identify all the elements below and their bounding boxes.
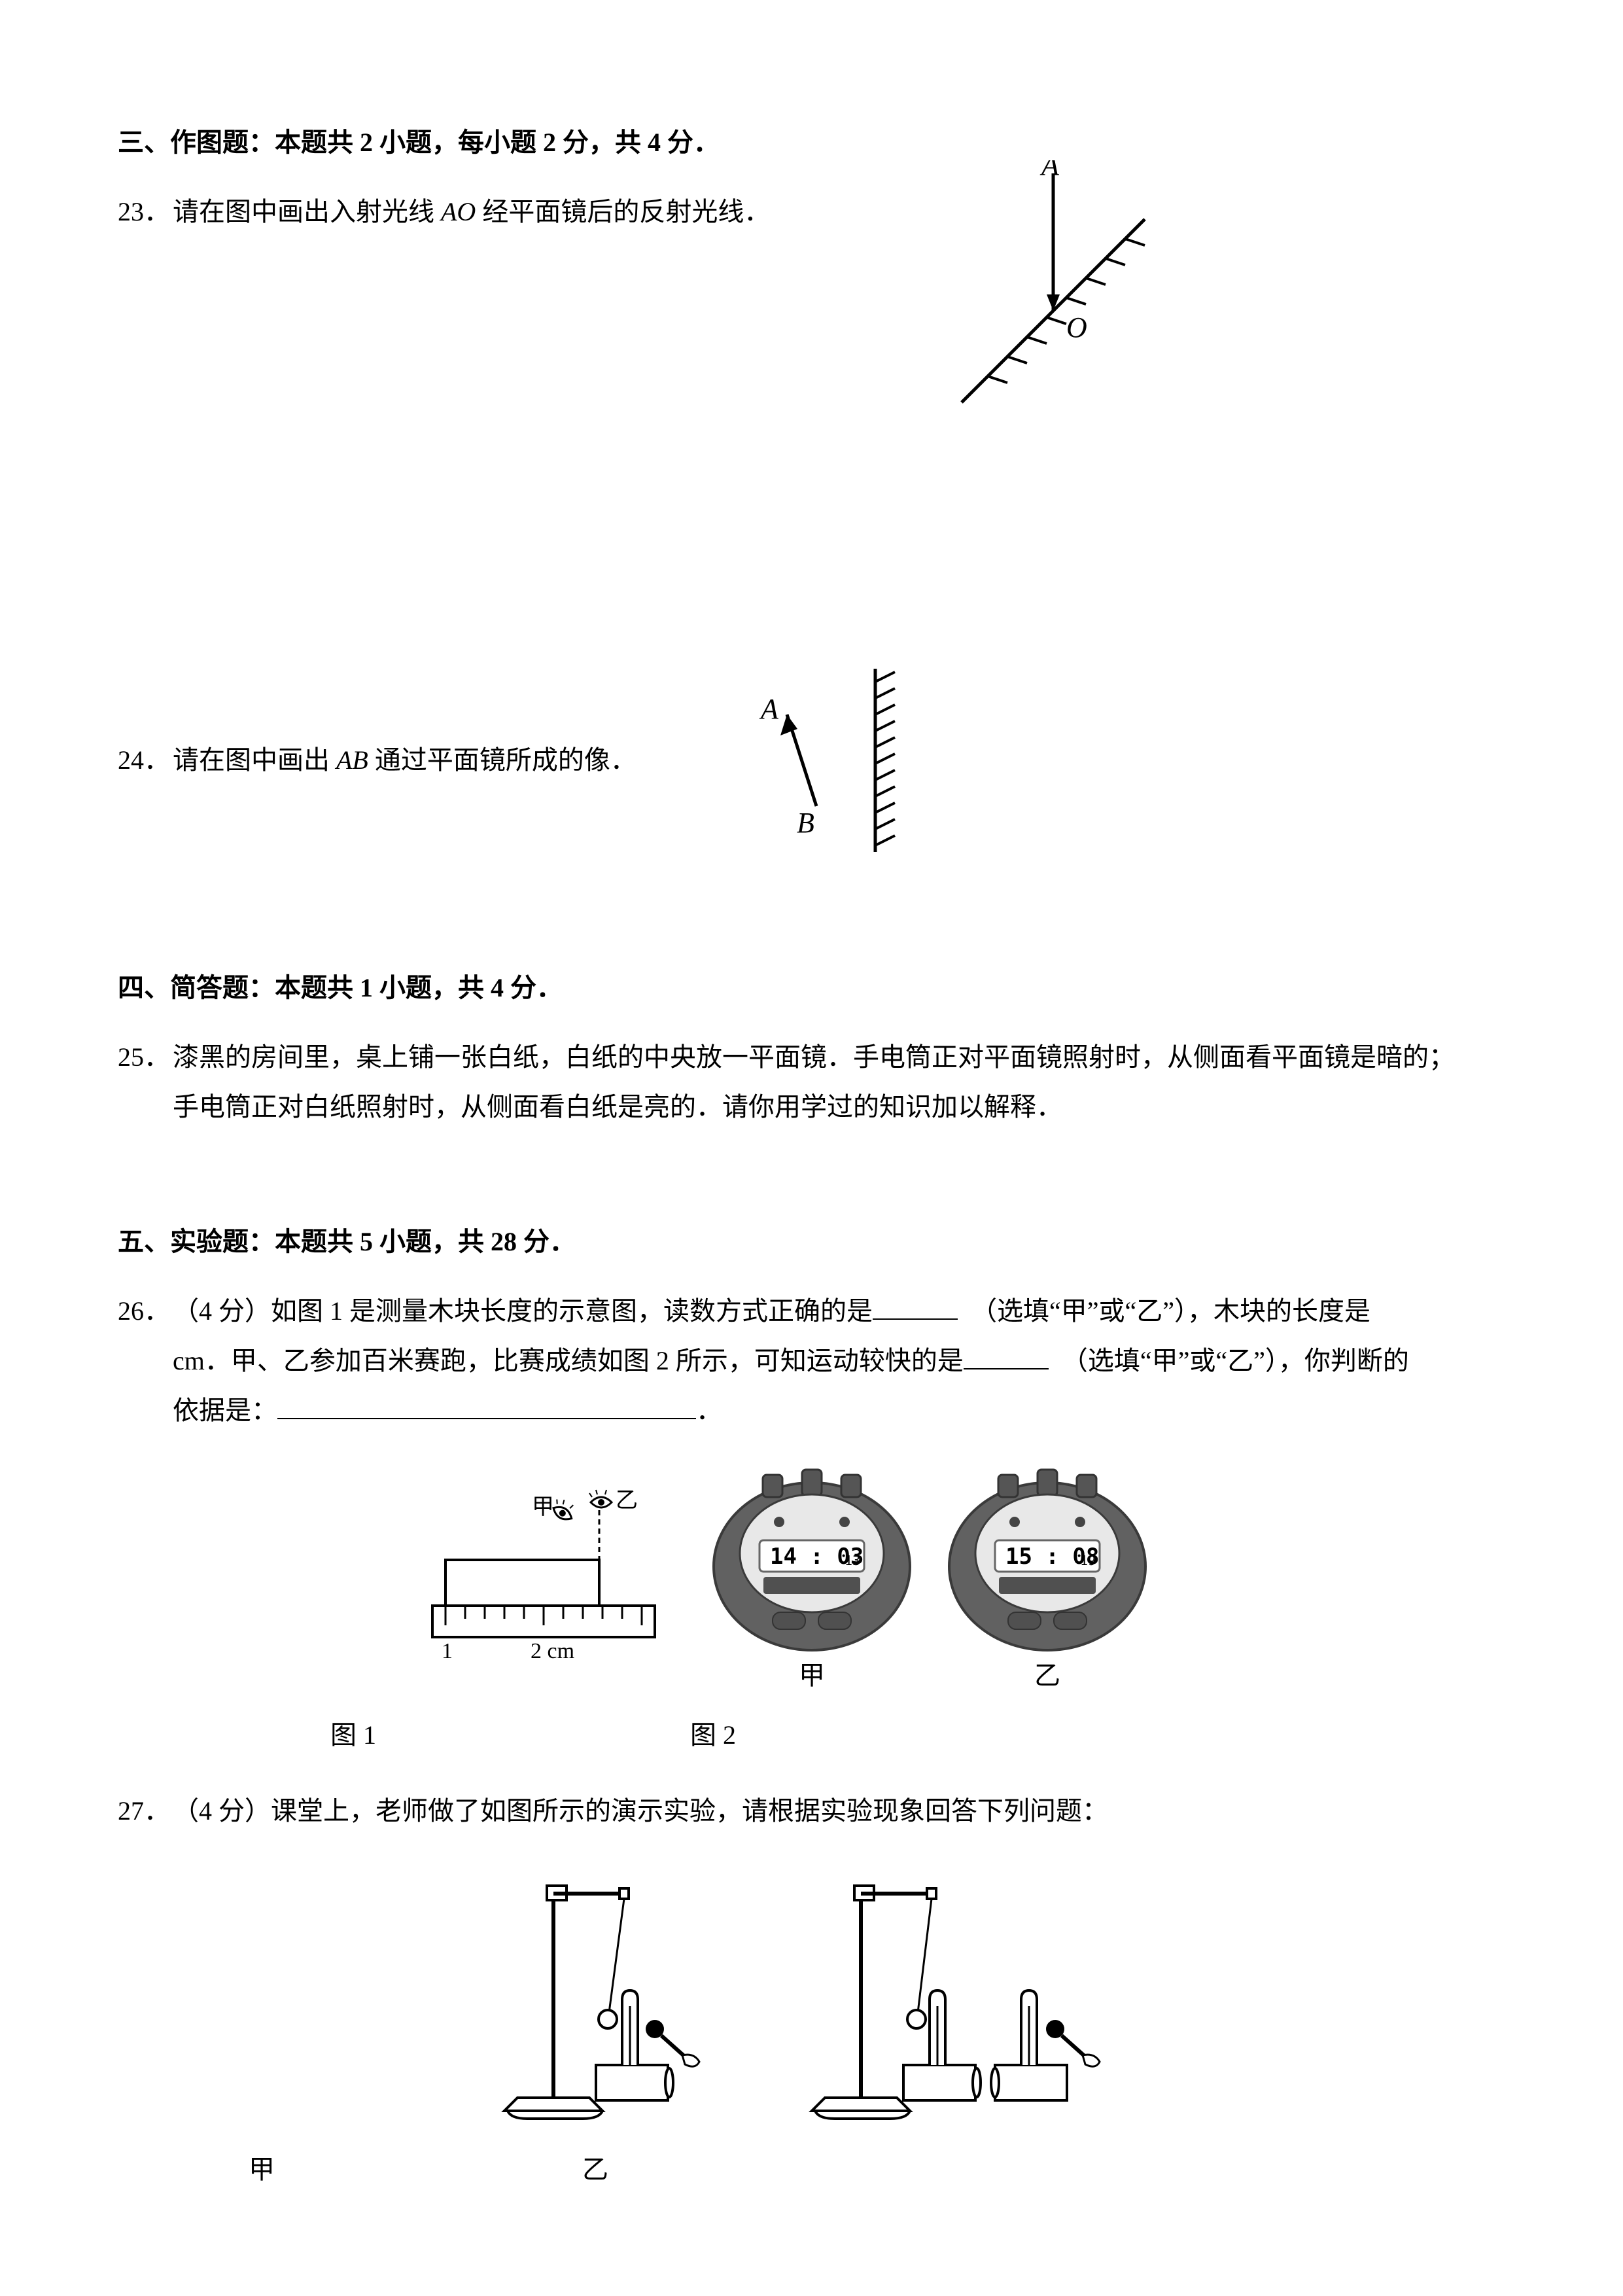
q24-hatch — [875, 721, 895, 731]
q24-text-1: 请在图中画出 — [173, 745, 336, 775]
q23-number: 23． — [118, 187, 170, 237]
q24-hatch — [875, 803, 895, 813]
q26-block — [445, 1560, 599, 1606]
q26-label-yi-bottom: 乙 — [1034, 1661, 1060, 1690]
question-24: 24．请在图中画出 AB 通过平面镜所成的像． — [118, 656, 1505, 865]
q23-svg: A O — [935, 160, 1171, 422]
q24-seg-ab: AB — [336, 745, 368, 775]
q24-hatch — [875, 737, 895, 747]
q23-hatch — [1007, 357, 1027, 363]
q27-number: 27． — [118, 1786, 170, 1836]
q27-label-yi: 乙 — [582, 2145, 608, 2195]
q26-t4: （选填“甲”或“乙”），你判断的 — [1075, 1346, 1409, 1375]
q23-hatch — [1106, 258, 1125, 265]
q23-label-a: A — [1039, 160, 1060, 181]
question-23: 23． 请在图中画出入射光线 AO 经平面镜后的反射光线． — [118, 187, 1505, 237]
q26-ruler-1: 1 — [442, 1639, 453, 1663]
q27-setup-yi — [812, 1886, 1100, 2119]
q24-label-a: A — [759, 693, 779, 725]
section-3-heading: 三、作图题：本题共 2 小题，每小题 2 分，共 4 分． — [118, 118, 1505, 168]
q25-line2: 手电筒正对白纸照射时，从侧面看白纸是亮的．请你用学过的知识加以解释． — [173, 1092, 1062, 1122]
question-26: 26． （4 分）如图 1 是测量木块长度的示意图，读数方式正确的是 （选填“甲… — [118, 1286, 1505, 1760]
q26-t1: 如图 1 是测量木块长度的示意图，读数方式正确的是 — [271, 1296, 873, 1326]
q24-hatch — [875, 705, 895, 715]
q26-body: （4 分）如图 1 是测量木块长度的示意图，读数方式正确的是 （选填“甲”或“乙… — [173, 1286, 1505, 1436]
q23-hatch — [988, 376, 1007, 383]
q24-hatch — [875, 786, 895, 796]
q27-text: 课堂上，老师做了如图所示的演示实验，请根据实验现象回答下列问题： — [271, 1796, 1108, 1826]
section-4-heading: 四、简答题：本题共 1 小题，共 4 分． — [118, 963, 1505, 1013]
q23-hatch — [1066, 298, 1086, 304]
q23-label-o: O — [1066, 311, 1087, 344]
q27-setup-jia — [504, 1886, 699, 2119]
q25-number: 25． — [118, 1033, 170, 1082]
q26-fig1-group: 1 2 cm 甲 — [432, 1489, 655, 1663]
q27-figures: 甲 乙 — [118, 1862, 1505, 2195]
q24-number: 24． — [118, 745, 170, 775]
q26-period: ． — [696, 1396, 722, 1425]
q24-svg: A B — [728, 656, 951, 865]
q23-figure: A O — [935, 160, 1171, 422]
q25-line1: 漆黑的房间里，桌上铺一张白纸，白纸的中央放一平面镜．手电筒正对平面镜照射时，从侧… — [173, 1042, 1455, 1072]
q23-text-1: 请在图中画出入射光线 — [173, 197, 441, 226]
question-25: 25． 漆黑的房间里，桌上铺一张白纸，白纸的中央放一平面镜．手电筒正对平面镜照射… — [118, 1033, 1505, 1132]
q24-arrowhead — [780, 715, 797, 735]
q26-t2: （选填“甲”或“乙”），木块的长度是 — [984, 1296, 1370, 1326]
q26-blank-1 — [873, 1292, 958, 1320]
q23-hatch — [1047, 317, 1066, 324]
q26-sw-yi-sub: 19 — [1080, 1553, 1096, 1568]
q26-blank-3 — [277, 1392, 696, 1419]
q24-hatch — [875, 836, 895, 845]
q24-text-2: 通过平面镜所成的像． — [368, 745, 637, 775]
q23-seg-ao: AO — [441, 197, 476, 226]
q26-tu1-label: 图 1 — [236, 1710, 471, 1760]
q26-stopwatch-jia: 14 : 03 13 — [714, 1470, 910, 1650]
section-5-heading: 五、实验题：本题共 5 小题，共 28 分． — [118, 1217, 1505, 1267]
q26-number: 26． — [118, 1286, 170, 1336]
q24-hatch — [875, 819, 895, 829]
q27-body: （4 分）课堂上，老师做了如图所示的演示实验，请根据实验现象回答下列问题： — [173, 1786, 1505, 1836]
q26-svg: 1 2 cm 甲 — [406, 1462, 1217, 1710]
q26-tu2-label: 图 2 — [690, 1720, 736, 1750]
q24-figure: A B — [728, 656, 951, 865]
q24-hatch — [875, 754, 895, 764]
q24-label-b: B — [797, 807, 814, 839]
q24-hatch — [875, 688, 895, 698]
q26-ruler-2: 2 cm — [531, 1639, 574, 1663]
q23-hatch — [1027, 337, 1047, 344]
q26-blank-2 — [964, 1342, 1049, 1369]
q23-body: 请在图中画出入射光线 AO 经平面镜后的反射光线． — [173, 187, 1505, 237]
q27-points: （4 分） — [173, 1796, 271, 1826]
q27-svg — [452, 1862, 1172, 2137]
q24-hatch — [875, 672, 895, 682]
q26-eye-yi — [589, 1490, 612, 1508]
q26-figures: 1 2 cm 甲 — [118, 1462, 1505, 1760]
q26-jia-label: 甲 — [532, 1495, 554, 1519]
q27-label-jia: 甲 — [249, 2145, 275, 2195]
q26-t3: cm．甲、乙参加百米赛跑，比赛成绩如图 2 所示，可知运动较快的是 — [173, 1346, 964, 1375]
q26-points: （4 分） — [173, 1296, 271, 1326]
q23-hatch — [1086, 278, 1106, 285]
q26-t5: 依据是： — [173, 1396, 277, 1425]
q26-yi-label: 乙 — [616, 1489, 638, 1513]
q26-label-jia-bottom: 甲 — [799, 1661, 825, 1690]
q23-hatch — [1125, 239, 1145, 245]
q26-sw-jia-sub: 13 — [845, 1553, 860, 1568]
q26-stopwatch-yi: 15 : 08 19 — [949, 1470, 1145, 1650]
q25-body: 漆黑的房间里，桌上铺一张白纸，白纸的中央放一平面镜．手电筒正对平面镜照射时，从侧… — [173, 1033, 1505, 1132]
q23-text-2: 经平面镜后的反射光线． — [476, 197, 770, 226]
question-27: 27． （4 分）课堂上，老师做了如图所示的演示实验，请根据实验现象回答下列问题… — [118, 1786, 1505, 2195]
q24-hatch — [875, 770, 895, 780]
